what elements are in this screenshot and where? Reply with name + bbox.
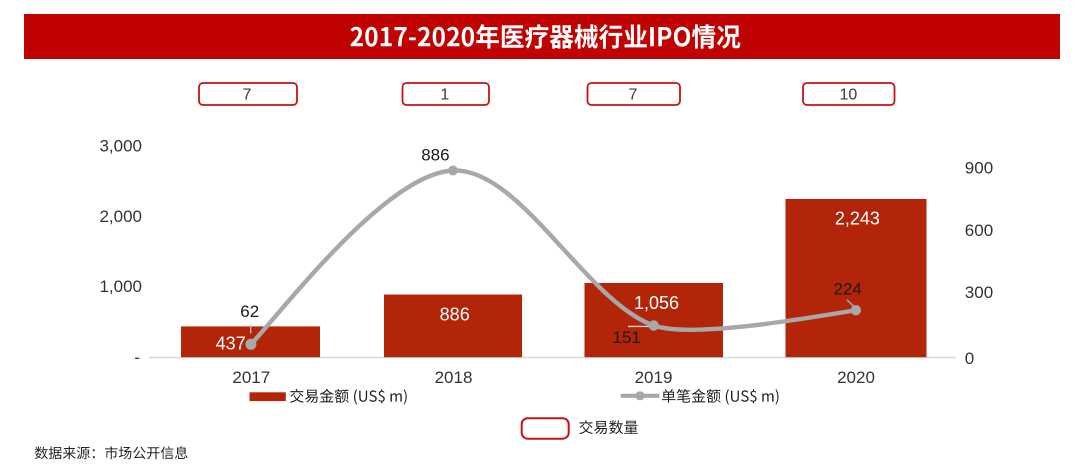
svg-text:7: 7 (629, 87, 638, 104)
svg-text:886: 886 (421, 146, 449, 165)
svg-text:437: 437 (216, 334, 246, 354)
svg-text:1,000: 1,000 (99, 277, 142, 296)
svg-text:2,000: 2,000 (99, 207, 142, 226)
svg-text:2018: 2018 (435, 368, 473, 387)
svg-text:10: 10 (840, 87, 858, 104)
svg-text:900: 900 (965, 158, 993, 177)
svg-text:600: 600 (965, 221, 993, 240)
svg-text:2017: 2017 (232, 368, 270, 387)
svg-text:62: 62 (240, 302, 259, 321)
svg-text:1,056: 1,056 (634, 293, 679, 313)
svg-text:0: 0 (965, 349, 974, 368)
svg-text:2020: 2020 (837, 368, 875, 387)
svg-text:886: 886 (440, 305, 470, 325)
svg-text:1: 1 (440, 87, 449, 104)
svg-text:300: 300 (965, 283, 993, 302)
svg-text:3,000: 3,000 (99, 136, 142, 155)
svg-text:224: 224 (834, 280, 862, 299)
svg-text:7: 7 (242, 87, 251, 104)
svg-text:2019: 2019 (635, 368, 673, 387)
svg-text:2,243: 2,243 (835, 208, 880, 228)
svg-text:-: - (134, 348, 140, 367)
svg-text:151: 151 (613, 328, 641, 347)
